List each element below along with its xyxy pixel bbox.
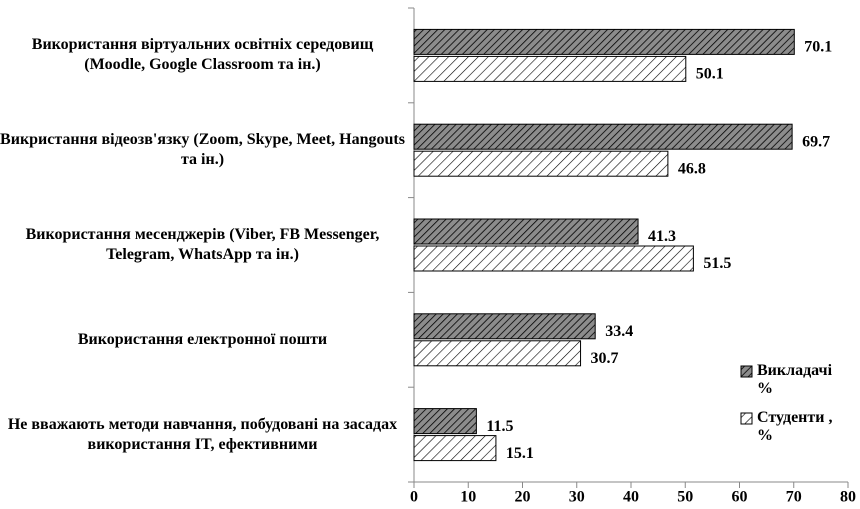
category-label-box: Використання месенджерів (Viber, FB Mess… [25,225,380,263]
legend-label: Викладачі % [757,362,833,397]
bar [413,435,497,462]
category-label-box: Використання електронної пошти [77,330,328,348]
bar [413,123,793,150]
value-label: 41.3 [648,228,676,245]
bar [413,245,694,272]
category-label-box: Викристання відеозв'язку (Zoom, Skype, M… [0,131,405,169]
bar [413,218,639,245]
y-tick-label: Не вважають методи навчання, побудовані … [7,415,398,453]
value-label: 51.5 [703,255,731,272]
x-tick-label: 20 [515,489,531,506]
legend-box: Студенти , % [757,409,833,444]
legend-label: Студенти , % [757,409,833,444]
legend-box: Викладачі % [757,362,833,397]
bar [413,28,795,55]
bar [413,55,687,82]
value-label: 30.7 [591,350,619,367]
x-tick-label: 40 [623,489,639,506]
x-tick-label: 30 [569,489,585,506]
x-tick-label: 0 [410,489,418,506]
legend-swatch [740,365,753,378]
legend-swatch [740,412,753,425]
value-label: 33.4 [605,323,633,340]
value-label: 50.1 [696,66,724,83]
x-tick-label: 50 [677,489,693,506]
bar [413,408,477,435]
category-label-box: Не вважають методи навчання, побудовані … [7,415,398,453]
value-label: 46.8 [678,160,706,177]
value-label: 69.7 [802,133,830,150]
x-tick-label: 10 [460,489,476,506]
bar [413,313,596,340]
bar [413,340,582,367]
category-label-box: Використання віртуальних освітніх середо… [31,36,374,74]
y-tick-label: Використання віртуальних освітніх середо… [31,36,374,74]
bar [413,150,669,177]
x-tick-label: 80 [840,489,856,506]
value-label: 70.1 [804,39,832,56]
value-label: 11.5 [486,418,513,435]
y-tick-label: Викристання відеозв'язку (Zoom, Skype, M… [0,131,405,169]
x-tick-label: 60 [732,489,748,506]
y-tick-label: Використання електронної пошти [77,330,328,348]
y-tick-label: Використання месенджерів (Viber, FB Mess… [25,225,380,263]
value-label: 15.1 [506,445,534,462]
x-tick-label: 70 [786,489,802,506]
